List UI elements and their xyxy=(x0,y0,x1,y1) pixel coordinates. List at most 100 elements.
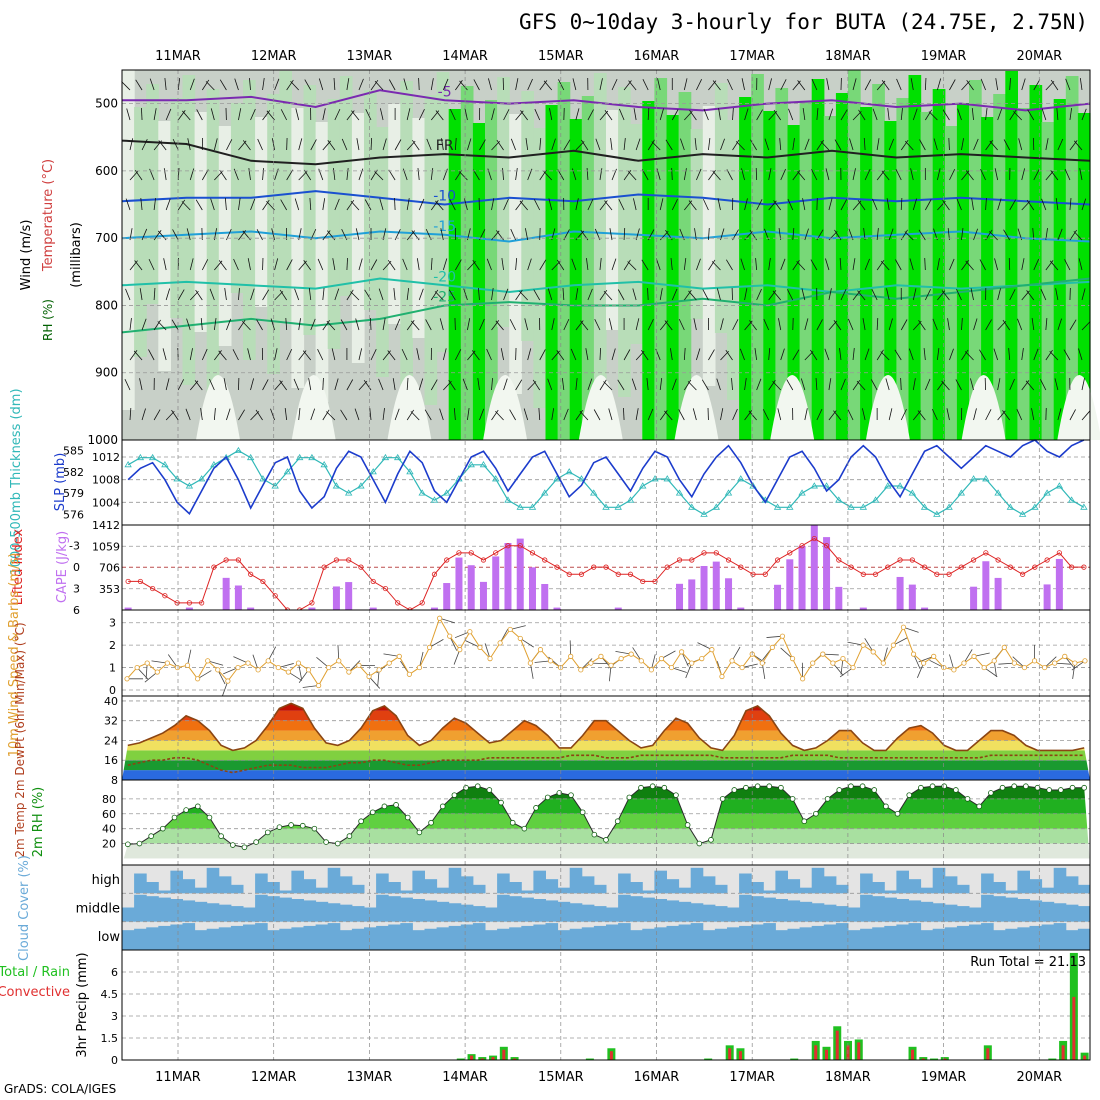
wind-barb xyxy=(125,198,131,211)
wind-barb xyxy=(213,138,218,151)
precip-conv-bar xyxy=(857,1042,861,1060)
wind-point xyxy=(527,660,533,666)
rh-strip xyxy=(581,96,595,440)
rh-strip xyxy=(690,129,704,319)
rh-strip xyxy=(739,97,752,440)
wind-barb xyxy=(1079,168,1083,181)
warm-plume xyxy=(578,375,623,440)
wind-barb xyxy=(200,318,203,331)
cloud-middle-bar xyxy=(932,903,946,922)
cloud-low-bar xyxy=(218,927,232,950)
wind-barb xyxy=(1045,349,1053,361)
thickness-point xyxy=(1043,489,1051,496)
cloud-high-bar xyxy=(412,870,425,894)
wind-barb xyxy=(210,108,215,121)
wind-barb xyxy=(189,168,195,181)
wind-barb xyxy=(1021,348,1024,361)
li-point xyxy=(456,550,462,556)
rh-strip xyxy=(206,89,220,399)
cloud-low-bar xyxy=(388,924,401,950)
thickness-point xyxy=(859,503,868,510)
cloud-low-bar xyxy=(303,925,317,950)
wind-barb xyxy=(472,259,480,271)
rh-point xyxy=(976,803,983,810)
wind-point xyxy=(547,658,554,664)
wind-barb xyxy=(387,259,396,271)
wind-barb xyxy=(780,348,785,361)
cloud-middle-bar xyxy=(243,907,256,922)
cloud-high-bar xyxy=(678,887,692,894)
rh-point xyxy=(766,783,773,790)
wind-barb xyxy=(694,138,697,151)
wind-barb xyxy=(224,288,227,301)
wind-barb xyxy=(904,231,914,241)
rh-point xyxy=(941,783,948,790)
wind-barb xyxy=(255,409,263,421)
wind-point xyxy=(386,660,392,666)
wind-barb xyxy=(286,79,294,91)
wind-barb xyxy=(551,318,555,331)
wind-barb xyxy=(1003,229,1011,241)
rh-strip xyxy=(775,88,789,440)
precip-conv-bar xyxy=(491,1057,495,1060)
cloud-middle-bar xyxy=(424,900,438,922)
wind-barb xyxy=(647,107,650,121)
cape-bar xyxy=(970,586,978,610)
wind-barb xyxy=(840,199,847,211)
wind-barb xyxy=(238,319,246,331)
wind-point xyxy=(951,667,957,673)
wind-barb xyxy=(406,378,409,391)
wind-barb xyxy=(322,108,326,121)
wind-barb xyxy=(527,258,532,271)
thickness-point xyxy=(553,475,561,482)
slp-line xyxy=(127,439,1085,515)
wind-point xyxy=(305,667,312,673)
rh-point xyxy=(789,796,796,802)
wind-barb xyxy=(238,230,246,241)
cloud-middle-bar xyxy=(339,904,353,922)
wind-barb xyxy=(825,168,830,181)
wind-barb xyxy=(581,139,589,151)
thickness-point xyxy=(430,496,439,503)
wind-barb xyxy=(816,408,823,421)
cloud-low-bar xyxy=(327,923,341,950)
cloud-middle-bar xyxy=(255,894,268,922)
precip-tick-label: 1.5 xyxy=(101,1032,119,1045)
upper-air-panel: -5FR-10-15-20-255006007008009001000Wind … xyxy=(19,70,1100,447)
wind-barb xyxy=(1050,170,1059,181)
wind-barb xyxy=(651,141,661,151)
wind-barb xyxy=(293,378,300,391)
wind-barb xyxy=(556,350,565,361)
wind-barb xyxy=(139,378,143,391)
cloud-low-bar xyxy=(206,928,220,950)
thickness-point xyxy=(688,503,696,510)
wind-barb xyxy=(1064,259,1071,271)
cloud-high-bar xyxy=(497,873,510,894)
rh-strip xyxy=(787,125,801,440)
wind-barb xyxy=(491,320,500,331)
wind-barb xyxy=(941,380,950,391)
li-point xyxy=(1007,564,1013,570)
wind-barb xyxy=(509,409,516,421)
cloud-middle-bar xyxy=(436,901,450,922)
li-point xyxy=(970,557,977,563)
wind-barb xyxy=(388,169,396,181)
wind-barb xyxy=(1026,199,1035,211)
cloud-middle-bar xyxy=(981,894,994,922)
wind-barb xyxy=(515,258,518,271)
wind-barb xyxy=(262,110,271,121)
wind-barb xyxy=(720,408,724,421)
cloud-middle-bar xyxy=(956,906,970,922)
wind-barb xyxy=(177,379,185,391)
wind-barb xyxy=(163,258,167,271)
wind-point xyxy=(366,673,372,680)
cape-bar xyxy=(443,583,451,610)
rh-strip xyxy=(811,79,825,440)
wind-barb xyxy=(936,258,940,271)
wind-barb xyxy=(932,318,938,331)
wind-barb xyxy=(696,258,701,271)
wind-barb xyxy=(635,318,640,331)
wind-barb xyxy=(886,198,890,211)
wind-barb xyxy=(449,108,456,121)
wind-barb xyxy=(430,258,433,271)
